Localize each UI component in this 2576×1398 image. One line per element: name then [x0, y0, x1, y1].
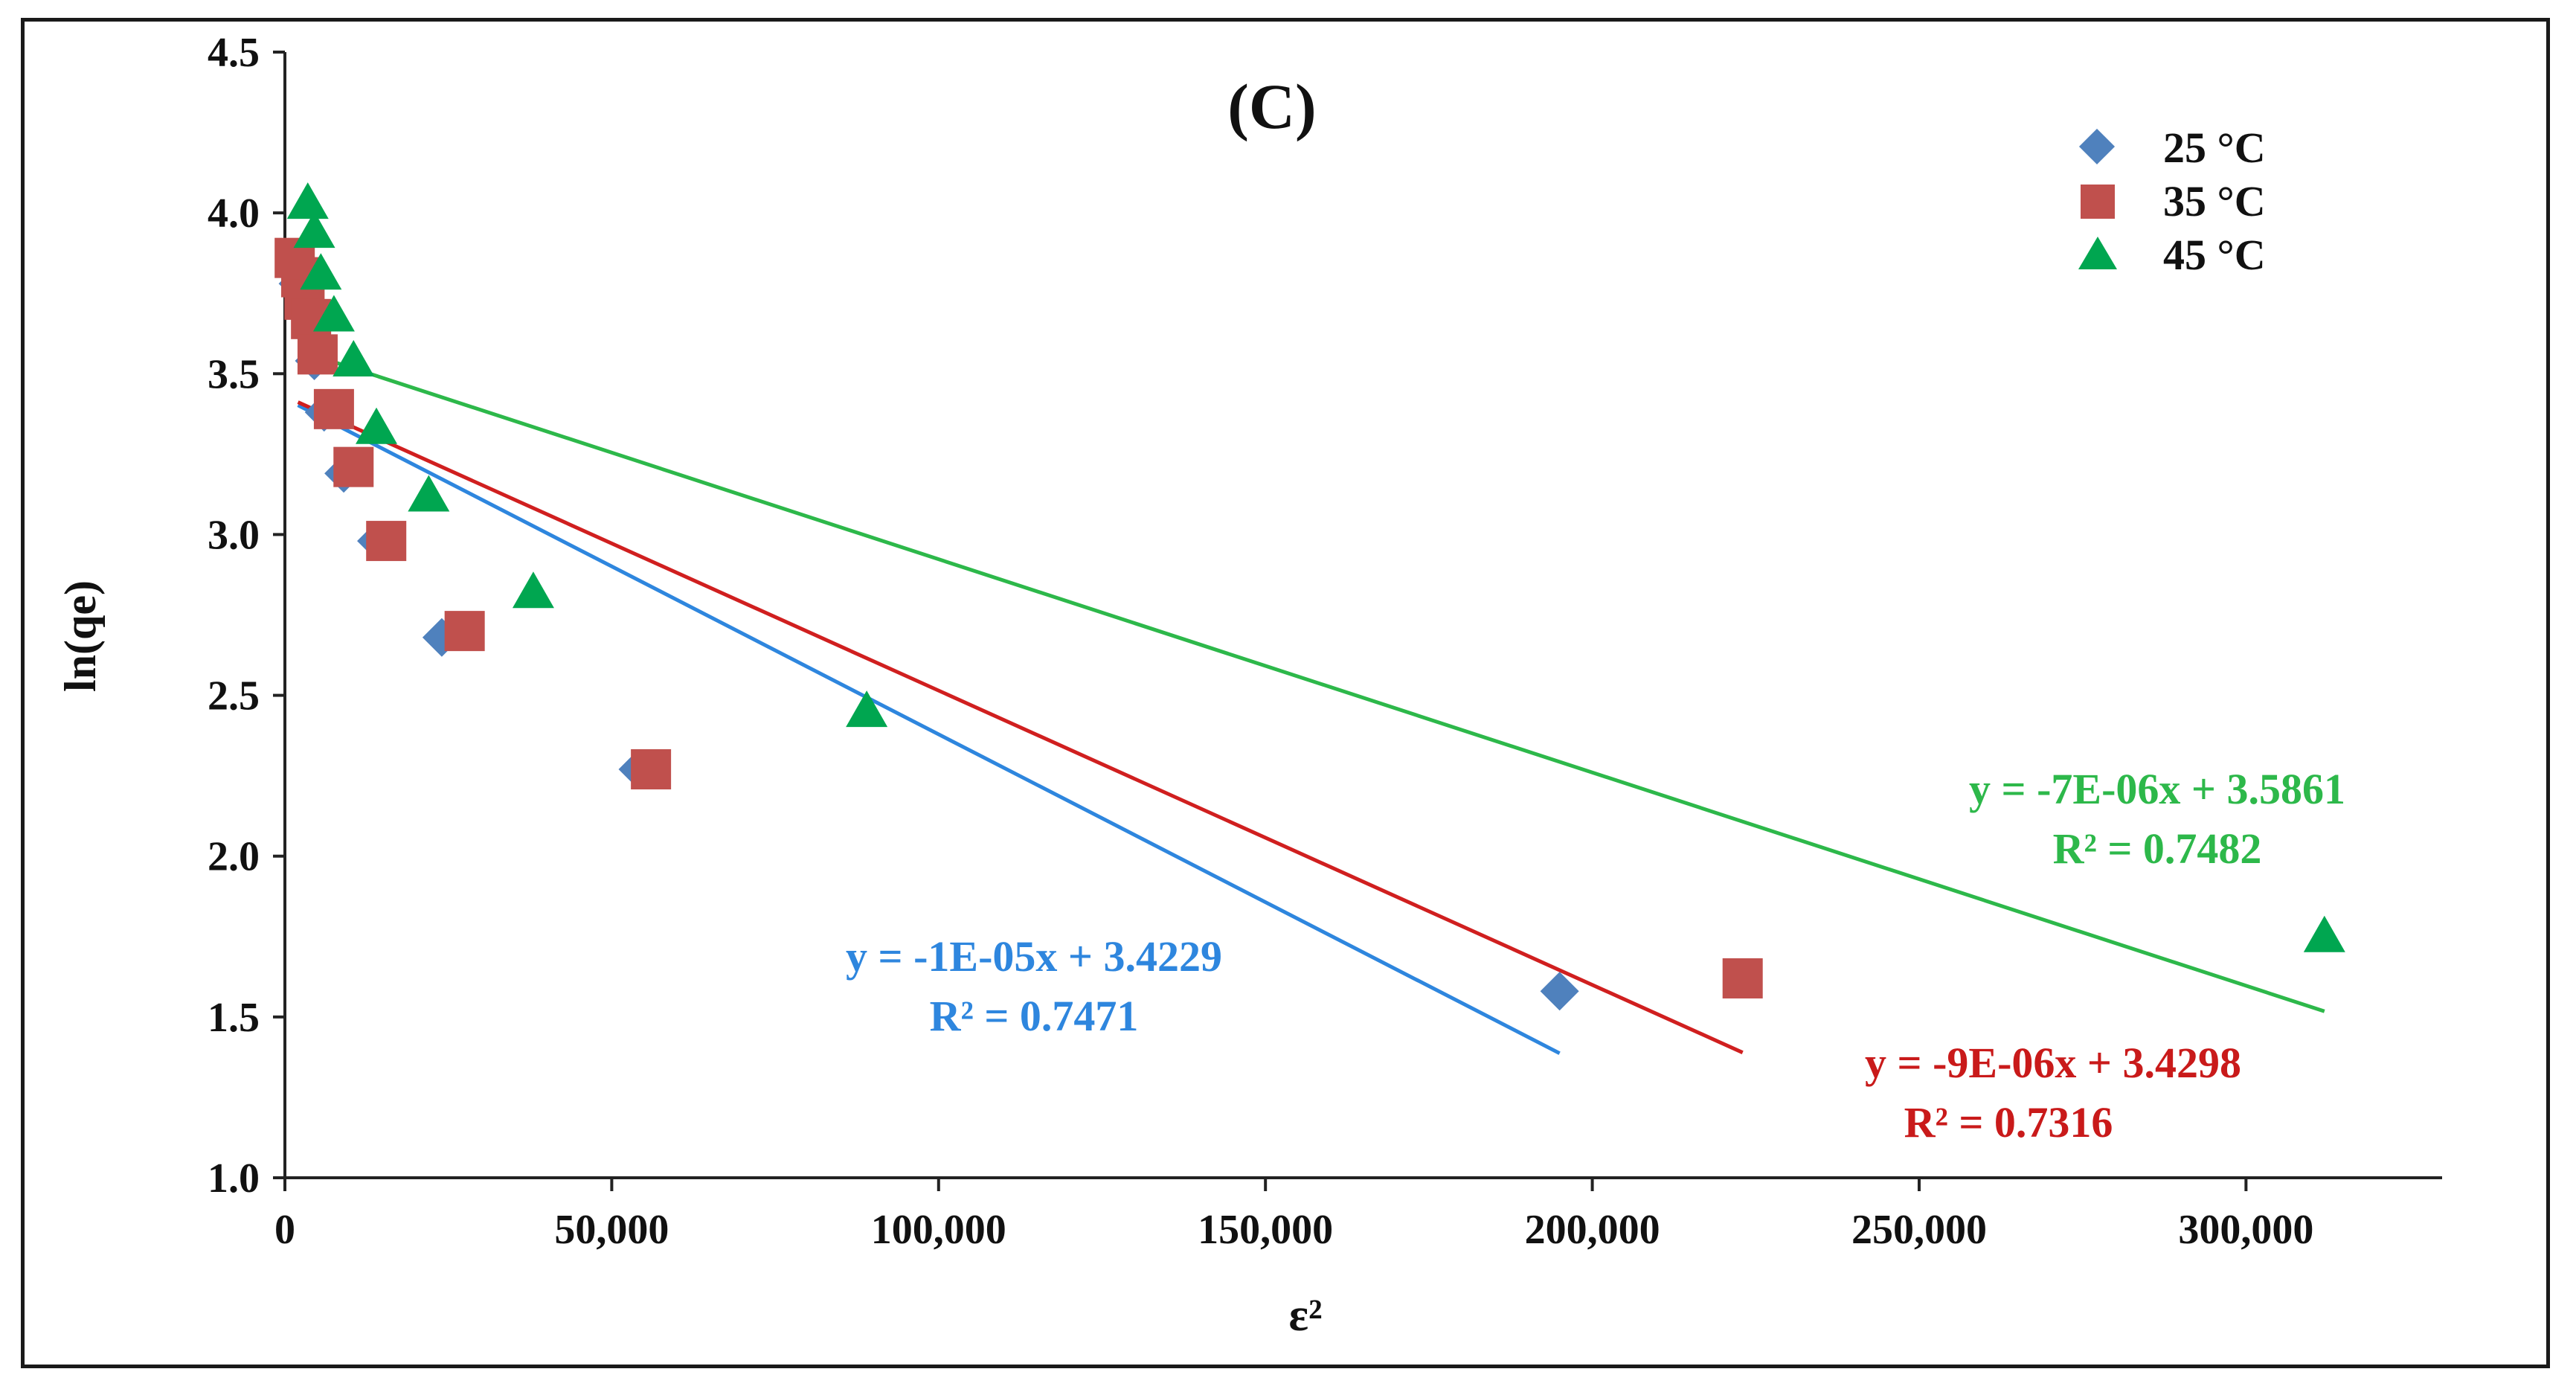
- trendline-25c: [297, 403, 1561, 1055]
- point-45c: [846, 690, 888, 728]
- x-tick-label: 300,000: [2178, 1207, 2313, 1253]
- point-35c: [297, 334, 338, 375]
- equation-35c: y = -9E-06x + 3.4298: [1865, 1039, 2241, 1087]
- y-tick-label: 3.5: [208, 351, 260, 397]
- panel-label: (C): [1227, 71, 1316, 142]
- point-45c: [356, 407, 398, 444]
- point-45c: [286, 182, 329, 219]
- x-ticks: 0 50,000 100,000 150,000 200,000 250,000 300,0…: [274, 1178, 2313, 1253]
- annotation-35c: y = -9E-06x + 3.4298 R² = 0.7316: [1865, 1039, 2241, 1147]
- annotation-45c: y = -7E-06x + 3.5861 R² = 0.7482: [1969, 765, 2345, 873]
- legend-marker-25c: [2078, 128, 2116, 165]
- point-35c: [444, 611, 485, 652]
- point-35c: [366, 521, 407, 562]
- legend-marker-45c: [2078, 237, 2117, 269]
- trendline-45c: [317, 355, 2325, 1013]
- r2-45c: R² = 0.7482: [2053, 824, 2262, 873]
- r2-25c: R² = 0.7471: [930, 992, 1139, 1040]
- chart-frame: [21, 18, 2550, 1368]
- y-axis-title: ln(qe): [56, 580, 105, 692]
- point-45c: [293, 211, 335, 249]
- legend-label-25c: 25 °C: [2163, 124, 2266, 172]
- x-axis-title: ε²: [1288, 1290, 1322, 1341]
- equation-25c: y = -1E-05x + 3.4229: [846, 932, 1222, 981]
- point-35c: [631, 748, 672, 789]
- trendlines: [297, 355, 2325, 1055]
- y-tick-label: 4.0: [208, 190, 260, 237]
- legend: 25 °C 35 °C 45 °C: [2078, 124, 2266, 279]
- point-25c: [1540, 972, 1579, 1011]
- point-45c: [333, 339, 375, 376]
- y-tick-label: 2.5: [208, 673, 260, 719]
- r2-35c: R² = 0.7316: [1904, 1098, 2113, 1147]
- legend-marker-35c: [2081, 185, 2115, 219]
- y-tick-label: 3.0: [208, 512, 260, 558]
- y-tick-label: 1.5: [208, 995, 260, 1041]
- y-ticks: 1.0 1.5 2.0 2.5 3.0 3.5 4.0 4.5: [208, 30, 285, 1202]
- legend-label-45c: 45 °C: [2163, 231, 2266, 279]
- y-tick-label: 2.0: [208, 834, 260, 880]
- point-45c: [2303, 915, 2345, 952]
- data-points: [274, 182, 2345, 1011]
- legend-item-35c: 35 °C: [2081, 177, 2266, 225]
- legend-item-25c: 25 °C: [2078, 124, 2266, 172]
- point-45c: [512, 571, 554, 609]
- legend-item-45c: 45 °C: [2078, 231, 2266, 279]
- trendline-35c: [297, 400, 1744, 1054]
- equation-45c: y = -7E-06x + 3.5861: [1969, 765, 2345, 813]
- point-45c: [312, 295, 355, 332]
- x-tick-label: 250,000: [1851, 1207, 1987, 1253]
- x-tick-label: 200,000: [1525, 1207, 1660, 1253]
- x-tick-label: 150,000: [1198, 1207, 1333, 1253]
- point-45c: [408, 475, 450, 512]
- y-tick-label: 4.5: [208, 30, 260, 76]
- point-35c: [333, 446, 374, 487]
- point-45c: [300, 253, 342, 290]
- annotation-25c: y = -1E-05x + 3.4229 R² = 0.7471: [846, 932, 1222, 1040]
- point-35c: [313, 388, 354, 429]
- legend-label-35c: 35 °C: [2163, 177, 2266, 225]
- x-tick-label: 100,000: [871, 1207, 1006, 1253]
- x-tick-label: 0: [274, 1207, 295, 1253]
- x-tick-label: 50,000: [554, 1207, 669, 1253]
- y-tick-label: 1.0: [208, 1155, 260, 1202]
- point-35c: [1722, 958, 1763, 998]
